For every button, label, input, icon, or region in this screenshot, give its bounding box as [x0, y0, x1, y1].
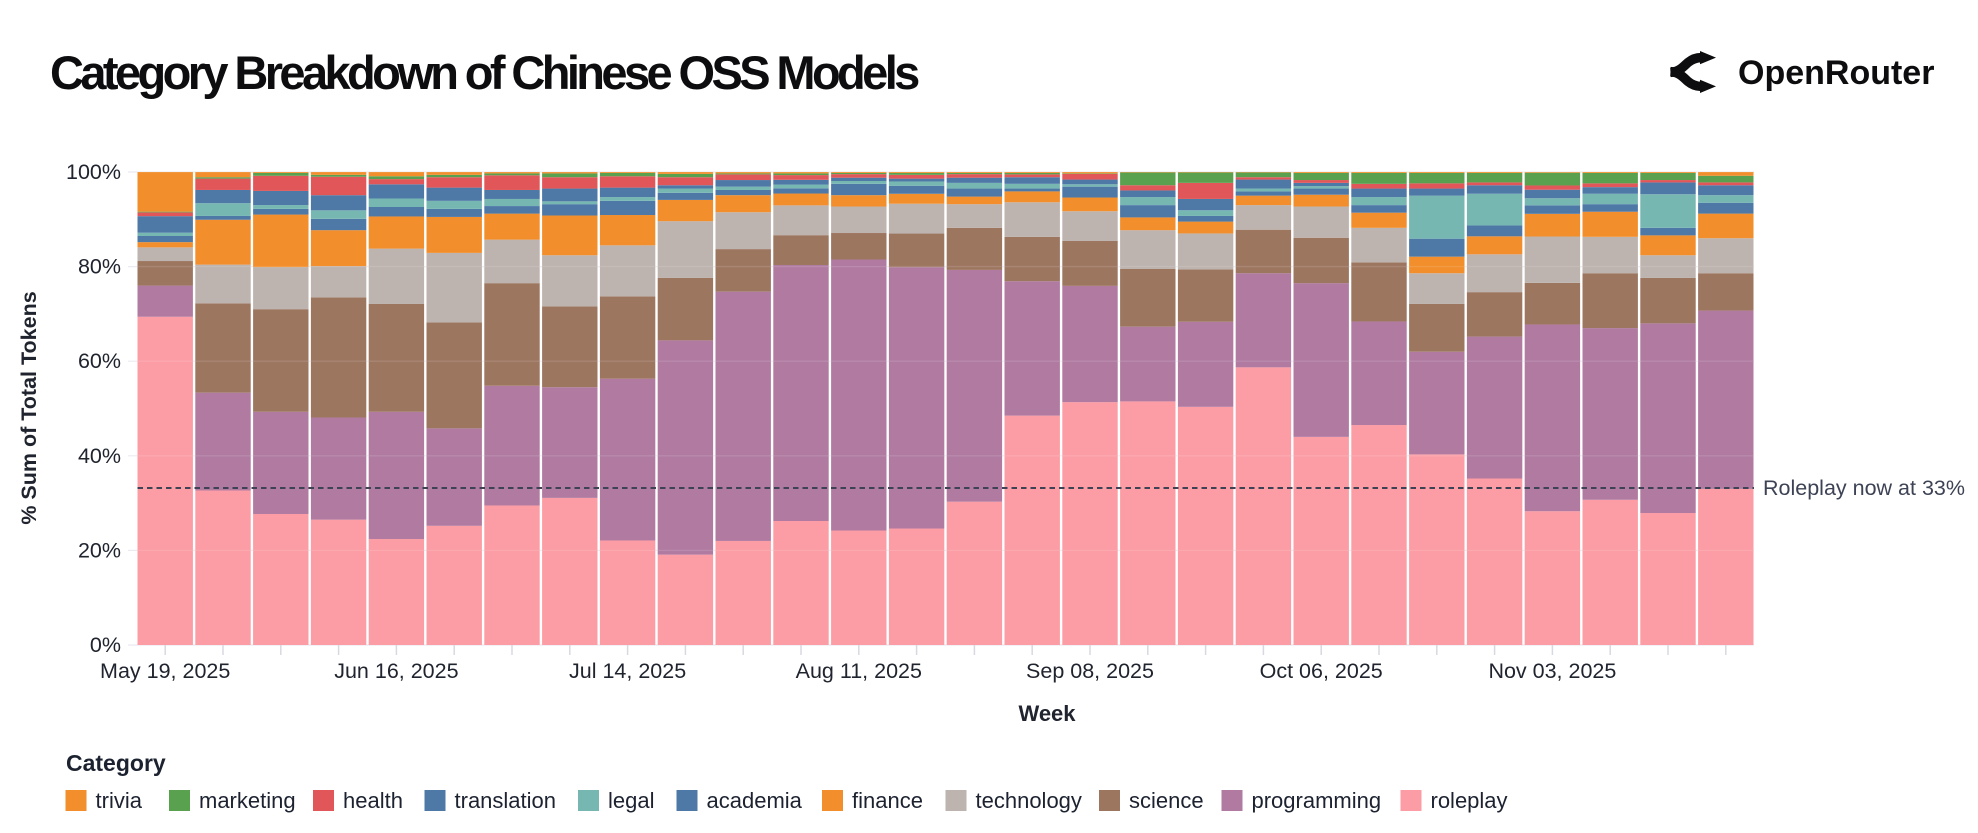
svg-text:40%: 40% [78, 444, 121, 468]
svg-text:programming: programming [1252, 788, 1382, 813]
svg-text:trivia: trivia [96, 788, 143, 813]
svg-text:Week: Week [1018, 701, 1076, 726]
svg-text:academia: academia [707, 788, 803, 813]
svg-text:marketing: marketing [199, 788, 296, 813]
svg-text:Jun 16, 2025: Jun 16, 2025 [334, 659, 458, 683]
svg-text:80%: 80% [78, 255, 121, 279]
svg-text:Nov 03, 2025: Nov 03, 2025 [1488, 659, 1616, 683]
svg-text:20%: 20% [78, 538, 121, 562]
svg-text:translation: translation [455, 788, 557, 813]
svg-text:60%: 60% [78, 349, 121, 373]
svg-text:Sep 08, 2025: Sep 08, 2025 [1026, 659, 1154, 683]
svg-text:Category Breakdown of Chinese: Category Breakdown of Chinese OSS Models [50, 46, 919, 99]
svg-text:0%: 0% [90, 633, 121, 657]
svg-text:technology: technology [976, 788, 1082, 813]
svg-text:Roleplay now at 33%: Roleplay now at 33% [1763, 476, 1965, 500]
svg-text:Jul 14, 2025: Jul 14, 2025 [569, 659, 686, 683]
svg-text:Oct 06, 2025: Oct 06, 2025 [1260, 659, 1383, 683]
svg-text:finance: finance [852, 788, 923, 813]
svg-text:May 19, 2025: May 19, 2025 [100, 659, 230, 683]
svg-text:legal: legal [608, 788, 654, 813]
svg-text:science: science [1129, 788, 1204, 813]
svg-text:Category: Category [66, 750, 166, 776]
svg-text:Aug 11, 2025: Aug 11, 2025 [796, 659, 922, 683]
svg-text:100%: 100% [66, 160, 121, 184]
svg-text:OpenRouter: OpenRouter [1738, 54, 1934, 92]
svg-text:roleplay: roleplay [1431, 788, 1508, 813]
svg-text:% Sum of Total Tokens: % Sum of Total Tokens [17, 291, 41, 524]
svg-text:health: health [343, 788, 403, 813]
